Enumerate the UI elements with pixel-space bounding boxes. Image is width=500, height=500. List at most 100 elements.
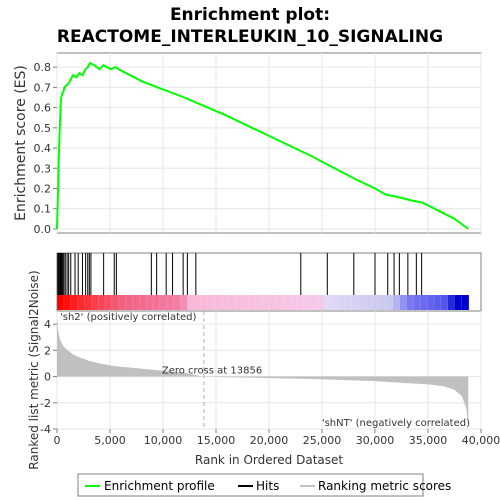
heatbar-segment: [118, 295, 127, 310]
heatbar-segment: [269, 295, 277, 310]
heatbar-segment: [461, 295, 469, 310]
heatbar-segment: [255, 295, 264, 310]
heatbar-segment: [228, 295, 236, 310]
es-y-tick-label: 0.1: [34, 203, 52, 216]
es-y-tick-label: 0.6: [34, 102, 52, 115]
es-y-tick-label: 0.4: [34, 142, 52, 155]
heatbar-segment: [111, 295, 120, 310]
heatbar-segment: [324, 295, 332, 310]
heatbar-segment: [125, 295, 134, 310]
heatbar-segment: [152, 295, 161, 310]
es-y-tick-label: 0.3: [34, 162, 52, 175]
hit-lines: [57, 253, 423, 295]
heatbar-segment: [180, 295, 188, 310]
heatbar-segment: [139, 295, 147, 310]
chart-title: Enrichment plot:: [170, 5, 330, 25]
x-axis-label: Rank in Ordered Dataset: [195, 453, 343, 467]
heatbar-segment: [235, 295, 243, 310]
heatbar-segment: [386, 295, 394, 310]
x-tick-label: 5,000: [94, 434, 126, 447]
chart-subtitle: REACTOME_INTERLEUKIN_10_SIGNALING: [57, 27, 443, 47]
heatbar-segment: [242, 295, 250, 310]
heatbar-segment: [413, 295, 421, 310]
x-tick-label: 15,000: [197, 434, 236, 447]
heatbar-segment: [91, 295, 99, 310]
x-tick-label: 40,000: [462, 434, 500, 447]
metric-y-tick-label: 0: [44, 371, 51, 384]
heatbar-segment: [434, 295, 442, 310]
heatbar-segment: [399, 295, 408, 310]
es-profile-line: [56, 61, 469, 230]
es-y-tick-label: 0.5: [34, 122, 52, 135]
heatbar-segment: [365, 295, 373, 310]
metric-y-ticks: -4 -2 0 2 4: [40, 318, 57, 436]
x-tick-label: 10,000: [144, 434, 183, 447]
heatbar-segment: [248, 295, 257, 310]
heatbar-segment: [104, 295, 113, 310]
heatbar-segment: [372, 295, 380, 310]
x-tick-label: 25,000: [303, 434, 342, 447]
heatbar-segment: [173, 295, 181, 310]
heatbar-segment: [159, 295, 168, 310]
heatbar-segment: [392, 295, 401, 310]
metric-y-tick-label: 2: [44, 344, 51, 357]
heatbar-segment: [214, 295, 223, 310]
heatbar-segment: [331, 295, 339, 310]
x-tick-label: 0: [54, 434, 61, 447]
heatbar-segment: [310, 295, 319, 310]
x-tick-label: 35,000: [409, 434, 448, 447]
heatbar-segment: [447, 295, 456, 310]
heatbar-segment: [338, 295, 346, 310]
heatbar-segment: [406, 295, 415, 310]
es-y-ticks: 0.0 0.1 0.2 0.3 0.4 0.5 0.6 0.7 0.8: [34, 61, 57, 236]
metric-y-tick-label: -2: [40, 397, 51, 410]
negative-label: 'shNT' (negatively correlated): [322, 418, 470, 429]
metric-area: [57, 316, 469, 426]
heatbar-segment: [70, 295, 79, 310]
heatbar-segment: [98, 295, 106, 310]
heatbar-segment: [296, 295, 305, 310]
heatbar-segment: [221, 295, 229, 310]
heatbar-segment: [303, 295, 312, 310]
heatbar-segment: [283, 295, 291, 310]
es-y-tick-label: 0.0: [34, 223, 52, 236]
heatbar-segment: [427, 295, 435, 310]
heatbar-segment: [187, 295, 195, 310]
heatbar-segment: [200, 295, 209, 310]
metric-y-label: Ranked list metric (Signal2Noise): [27, 270, 41, 469]
heatbar-segment: [454, 295, 463, 310]
es-grid: [56, 53, 482, 233]
legend-es-label: Enrichment profile: [104, 479, 215, 493]
heatbar-segment: [358, 295, 367, 310]
x-tick-label: 30,000: [356, 434, 395, 447]
heatbar-segment: [207, 295, 216, 310]
heatbar-segment: [290, 295, 298, 310]
metric-y-tick-label: -4: [40, 423, 51, 436]
heatbar-segment: [63, 295, 72, 310]
es-y-tick-label: 0.8: [34, 61, 52, 74]
heatbar-segment: [57, 295, 65, 310]
x-ticks: 0 5,000 10,000 15,000 20,000 25,000 30,000 35,0…: [54, 429, 500, 447]
metric-y-tick-label: 4: [44, 318, 51, 331]
positive-label: 'sh2' (positively correlated): [60, 312, 197, 323]
heatbar-segment: [166, 295, 175, 310]
es-y-tick-label: 0.2: [34, 183, 52, 196]
heatbar-segment: [317, 295, 325, 310]
heatbar-segment: [146, 295, 154, 310]
heatbar-segment: [379, 295, 387, 310]
legend-hits-label: Hits: [256, 479, 279, 493]
heatbar-segment: [77, 295, 86, 310]
es-y-label: Enrichment score (ES): [13, 65, 29, 221]
zero-cross-label: Zero cross at 13856: [162, 366, 262, 377]
x-tick-label: 20,000: [250, 434, 289, 447]
ranking-heatbar: [56, 295, 469, 310]
es-y-tick-label: 0.7: [34, 81, 52, 94]
heatbar-segment: [420, 295, 428, 310]
heatbar-segment: [194, 295, 202, 310]
heatbar-segment: [351, 295, 360, 310]
heatbar-segment: [132, 295, 140, 310]
heatbar-segment: [84, 295, 92, 310]
heatbar-segment: [440, 295, 449, 310]
heatbar-segment: [276, 295, 284, 310]
